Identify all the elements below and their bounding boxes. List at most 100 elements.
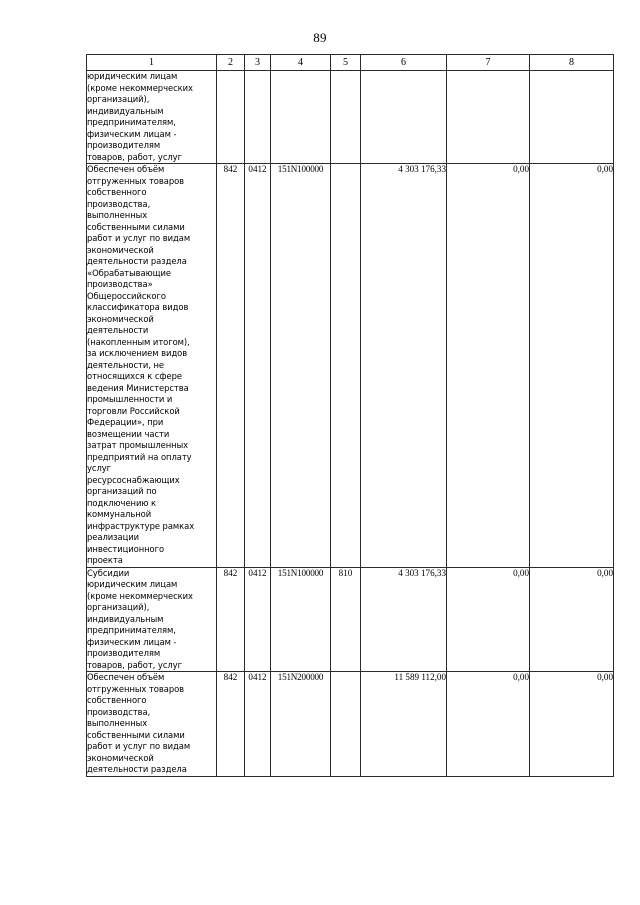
row-expense-name-line: собственными силами	[87, 221, 185, 232]
row-expense-name-line: отгруженных товаров	[87, 683, 185, 694]
row-expense-name-line: предпринимателям,	[87, 117, 176, 127]
row-expense-name-line: «Обрабатывающие	[87, 267, 171, 278]
row-expense-name-line: экономической	[87, 752, 154, 763]
row-target-program-code: 151N100000	[270, 163, 331, 568]
row-expense-name-line: работ и услуг по видам	[87, 741, 191, 751]
row-target-program-code	[270, 70, 331, 164]
column-header-2: 2	[216, 54, 245, 71]
column-header-4: 4	[270, 54, 331, 71]
row-amount-approved: 11 589 112,00	[360, 671, 447, 777]
row-expense-name-line: предприятий на оплату	[87, 451, 192, 462]
row-expense-name-line: (кроме некоммерческих	[87, 590, 193, 601]
row-expense-name-line: производителям	[87, 648, 161, 658]
row-expense-name-line: деятельности	[87, 325, 149, 335]
row-expense-name: Обеспечен объём отгруженных товаров собств…	[86, 163, 217, 568]
row-expense-name-line: индивидуальным	[87, 613, 164, 624]
row-chapter-code: 842	[216, 671, 245, 777]
row-expense-name-line: (накопленным итогом),	[87, 336, 190, 347]
budget-allocation-table: 1 2 3 4 5 6 7 8 юридическим лицам (кроме …	[86, 54, 614, 777]
row-amount-remaining: 0,00	[529, 671, 614, 777]
row-amount-remaining: 0,00	[529, 163, 614, 568]
row-expense-name-line: деятельности раздела	[87, 256, 187, 266]
row-target-program-code: 151N100000	[270, 566, 331, 672]
row-expense-name-line: производства»	[87, 279, 153, 289]
row-expense-name-line: подключению к	[87, 497, 156, 508]
table-row: Обеспечен объём отгруженных товаров собств…	[86, 163, 614, 568]
row-expense-name-line: Обеспечен объём	[87, 164, 165, 174]
row-expense-name-line: промышленности и	[87, 394, 173, 404]
column-header-6: 6	[360, 54, 447, 71]
row-expense-name-line: собственного	[87, 695, 147, 705]
row-expense-name-line: юридическим лицам	[87, 71, 178, 81]
row-expense-name: юридическим лицам (кроме некоммерческих ор…	[86, 70, 217, 164]
row-expense-name-line: реализации	[87, 532, 140, 542]
row-expense-name-line: Обеспечен объём	[87, 672, 165, 682]
row-section-code: 0412	[244, 163, 271, 568]
row-expense-name-line: собственными силами	[87, 729, 185, 740]
row-chapter-code	[216, 70, 245, 164]
row-expense-name-line: коммунальной	[87, 509, 152, 519]
row-expense-name-line: относящихся к сфере	[87, 371, 182, 381]
row-amount-remaining	[529, 70, 614, 164]
row-chapter-code: 842	[216, 163, 245, 568]
row-expense-name-line: индивидуальным	[87, 105, 164, 116]
row-expense-name-line: организаций),	[87, 94, 150, 104]
row-section-code	[244, 70, 271, 164]
row-expense-name-line: работ и услуг по видам	[87, 233, 191, 243]
row-expense-name-line: физическим лицам -	[87, 636, 177, 647]
row-amount-executed	[446, 70, 530, 164]
column-header-5: 5	[330, 54, 361, 71]
row-expense-type-code	[330, 70, 361, 164]
row-expense-name-line: Общероссийского	[87, 290, 166, 301]
row-expense-name-line: Федерации», при	[87, 417, 164, 427]
row-expense-name-line: юридическим лицам	[87, 579, 178, 589]
row-expense-name-line: деятельности раздела	[87, 764, 187, 774]
row-expense-type-code	[330, 671, 361, 777]
row-expense-name-line: возмещении части	[87, 428, 170, 439]
row-expense-name-line: физическим лицам -	[87, 128, 177, 139]
row-expense-name-line: товаров, работ, услуг	[87, 659, 182, 670]
row-expense-type-code: 810	[330, 566, 361, 672]
row-section-code: 0412	[244, 566, 271, 672]
row-expense-name-line: выполненных	[87, 210, 148, 220]
row-expense-name-line: товаров, работ, услуг	[87, 151, 182, 162]
row-amount-executed: 0,00	[446, 163, 530, 568]
row-expense-name-line: Субсидии	[87, 567, 130, 578]
row-amount-approved: 4 303 176,33	[360, 163, 447, 568]
table-row: юридическим лицам (кроме некоммерческих ор…	[86, 70, 614, 164]
table-header-row: 1 2 3 4 5 6 7 8	[86, 54, 614, 71]
row-section-code: 0412	[244, 671, 271, 777]
row-amount-executed: 0,00	[446, 671, 530, 777]
row-expense-name-line: организаций),	[87, 602, 150, 612]
row-expense-name: Субсидии юридическим лицам (кроме некоммер…	[86, 566, 217, 672]
row-expense-name-line: производства,	[87, 706, 151, 717]
column-header-8: 8	[529, 54, 614, 71]
row-expense-name-line: классификатора видов	[87, 302, 189, 312]
row-expense-name: Обеспечен объём отгруженных товаров собств…	[86, 671, 217, 777]
row-expense-name-line: производства,	[87, 198, 151, 209]
row-expense-name-line: ресурсоснабжающих	[87, 474, 180, 485]
row-expense-name-line: затрат промышленных	[87, 440, 189, 450]
column-header-3: 3	[244, 54, 271, 71]
page-number: 89	[313, 30, 327, 45]
row-expense-name-line: услуг	[87, 463, 112, 473]
row-expense-name-line: собственного	[87, 187, 147, 197]
row-expense-name-line: выполненных	[87, 718, 148, 728]
table-row: Субсидии юридическим лицам (кроме некоммер…	[86, 566, 614, 672]
row-target-program-code: 151N200000	[270, 671, 331, 777]
column-header-1: 1	[86, 54, 217, 71]
row-expense-name-line: предпринимателям,	[87, 625, 176, 635]
row-amount-approved	[360, 70, 447, 164]
row-expense-name-line: инфраструктуре рамках	[87, 520, 195, 531]
row-expense-name-line: отгруженных товаров	[87, 175, 185, 186]
row-expense-name-line: деятельности, не	[87, 359, 164, 370]
row-expense-name-line: ведения Министерства	[87, 382, 189, 393]
column-header-7: 7	[446, 54, 530, 71]
row-expense-name-line: проекта	[87, 555, 123, 565]
row-expense-name-line: торговли Российской	[87, 405, 180, 416]
row-expense-name-line: экономической	[87, 244, 154, 255]
row-expense-name-line: (кроме некоммерческих	[87, 82, 193, 93]
row-amount-remaining: 0,00	[529, 566, 614, 672]
row-expense-name-line: экономической	[87, 313, 154, 324]
